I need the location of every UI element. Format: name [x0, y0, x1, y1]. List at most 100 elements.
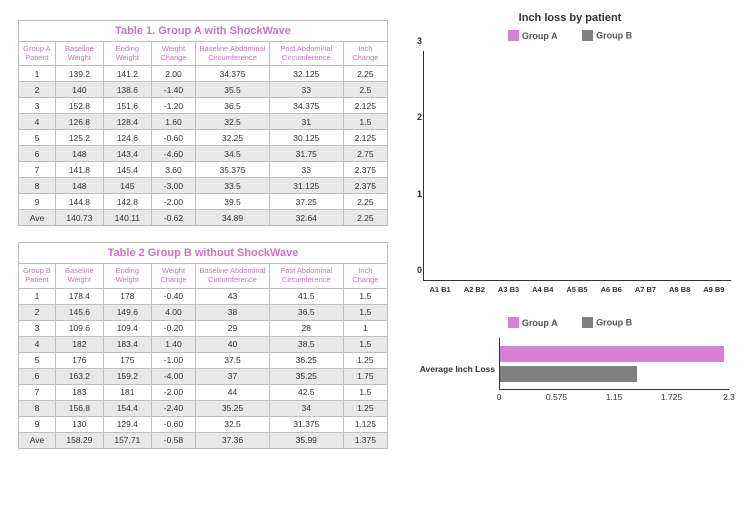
table-cell: 125.2 — [55, 130, 103, 146]
table-cell: 9 — [19, 416, 56, 432]
table-cell: 145 — [103, 178, 151, 194]
col-header: Ending Weight — [103, 264, 151, 288]
table-cell: 182 — [55, 336, 103, 352]
table-cell: 32.64 — [269, 210, 343, 226]
table-cell: 1.60 — [151, 114, 195, 130]
col-header: Inch Change — [343, 264, 387, 288]
table-cell: 33 — [269, 162, 343, 178]
table-cell: 128.4 — [103, 114, 151, 130]
table-row: 3109.6109.4-0.2029281 — [19, 320, 388, 336]
table-cell: 2.375 — [343, 162, 387, 178]
avg-x-tick: 2.3 — [723, 392, 735, 402]
col-header: Baseline Abdominal Circumference — [196, 42, 270, 66]
table-cell: 31.75 — [269, 146, 343, 162]
table-cell: 183 — [55, 384, 103, 400]
table-cell: 176 — [55, 352, 103, 368]
table-cell: 8 — [19, 178, 56, 194]
table-cell: 1.25 — [343, 400, 387, 416]
table-cell: 1.5 — [343, 114, 387, 130]
table-cell: -0.40 — [151, 288, 195, 304]
col-header: Baseline Weight — [55, 264, 103, 288]
table-cell: 32.5 — [196, 114, 270, 130]
table-cell: 1.40 — [151, 336, 195, 352]
avg-legend-label-b: Group B — [596, 318, 632, 328]
table-cell: 1.5 — [343, 384, 387, 400]
table-cell: 36.5 — [269, 304, 343, 320]
table-cell: -3.00 — [151, 178, 195, 194]
table-row: 9130129.4-0.6032.531.3751.125 — [19, 416, 388, 432]
table-cell: 1 — [343, 320, 387, 336]
table-cell: -2.40 — [151, 400, 195, 416]
table-cell: 32.5 — [196, 416, 270, 432]
table-cell: 140 — [55, 82, 103, 98]
table-cell: 163.2 — [55, 368, 103, 384]
table-cell: 2.5 — [343, 82, 387, 98]
table2-title: Table 2 Group B without ShockWave — [18, 242, 388, 263]
bar-chart: 01123 A1 B1A2 B2A3 B3A4 B4A5 B5A6 B6A7 B… — [405, 47, 735, 299]
col-header: Inch Change — [343, 42, 387, 66]
table-cell: 35.375 — [196, 162, 270, 178]
x-tick: A7 B7 — [628, 283, 662, 299]
table-cell: 34.5 — [196, 146, 270, 162]
table-cell: 36.25 — [269, 352, 343, 368]
table-cell: 5 — [19, 130, 56, 146]
table-cell: 157.71 — [103, 432, 151, 448]
bar-chart-bars — [424, 51, 731, 280]
table-cell: 2.75 — [343, 146, 387, 162]
avg-legend-label-a: Group A — [522, 318, 558, 328]
col-header: Post Abdominal Circumference — [269, 264, 343, 288]
table-cell: 144.8 — [55, 194, 103, 210]
table-cell: 31.375 — [269, 416, 343, 432]
table-row: Ave158.29157.71-0.5837.3635.991.375 — [19, 432, 388, 448]
table-cell: 1.25 — [343, 352, 387, 368]
table-cell: 124.6 — [103, 130, 151, 146]
x-tick: A5 B5 — [560, 283, 594, 299]
col-header: Baseline Weight — [55, 42, 103, 66]
table-cell: -0.20 — [151, 320, 195, 336]
col-header: Ending Weight — [103, 42, 151, 66]
col-header: Weight Change — [151, 42, 195, 66]
table-row: 2145.6149.64.003836.51.5 — [19, 304, 388, 320]
table-row: 6148143.4-4.6034.531.752.75 — [19, 146, 388, 162]
table-cell: 5 — [19, 352, 56, 368]
table-cell: -4.60 — [151, 146, 195, 162]
table-cell: Ave — [19, 432, 56, 448]
avg-chart-xticks: 00.5751.151.7252.3 — [499, 392, 729, 406]
avg-x-tick: 0 — [497, 392, 502, 402]
table-cell: 7 — [19, 384, 56, 400]
col-header: Weight Change — [151, 264, 195, 288]
table-cell: 38.5 — [269, 336, 343, 352]
y-tick: 3 — [410, 36, 422, 46]
table-cell: 44 — [196, 384, 270, 400]
avg-x-tick: 0.575 — [546, 392, 567, 402]
table-cell: 141.8 — [55, 162, 103, 178]
table-cell: 2.25 — [343, 210, 387, 226]
table-row: 6163.2159.2-4.003735.251.75 — [19, 368, 388, 384]
y-tick: 2 — [410, 112, 422, 122]
x-tick: A3 B3 — [491, 283, 525, 299]
bar-chart-plot: 01123 — [423, 51, 731, 281]
table-cell: 8 — [19, 400, 56, 416]
table-cell: 130 — [55, 416, 103, 432]
bar-chart-xticks: A1 B1A2 B2A3 B3A4 B4A5 B5A6 B6A7 B7A8 B8… — [423, 283, 731, 299]
table-cell: 1.5 — [343, 288, 387, 304]
table-cell: 1.75 — [343, 368, 387, 384]
table-row: 8148145-3.0033.531.1252.375 — [19, 178, 388, 194]
x-tick: A2 B2 — [457, 283, 491, 299]
table-cell: 142.8 — [103, 194, 151, 210]
table-row: 9144.8142.8-2.0039.537.252.25 — [19, 194, 388, 210]
table-cell: 2.375 — [343, 178, 387, 194]
table-cell: 1.375 — [343, 432, 387, 448]
table-cell: 2 — [19, 82, 56, 98]
table-cell: 1.5 — [343, 336, 387, 352]
table-cell: 145.6 — [55, 304, 103, 320]
x-tick: A9 B9 — [697, 283, 731, 299]
table-cell: 109.6 — [55, 320, 103, 336]
table-cell: 35.5 — [196, 82, 270, 98]
table-cell: 30.125 — [269, 130, 343, 146]
table-cell: 40 — [196, 336, 270, 352]
table-cell: 1 — [19, 288, 56, 304]
avg-legend-swatch-a — [508, 317, 519, 328]
table-cell: 151.6 — [103, 98, 151, 114]
table2: Table 2 Group B without ShockWave Group … — [18, 242, 388, 448]
